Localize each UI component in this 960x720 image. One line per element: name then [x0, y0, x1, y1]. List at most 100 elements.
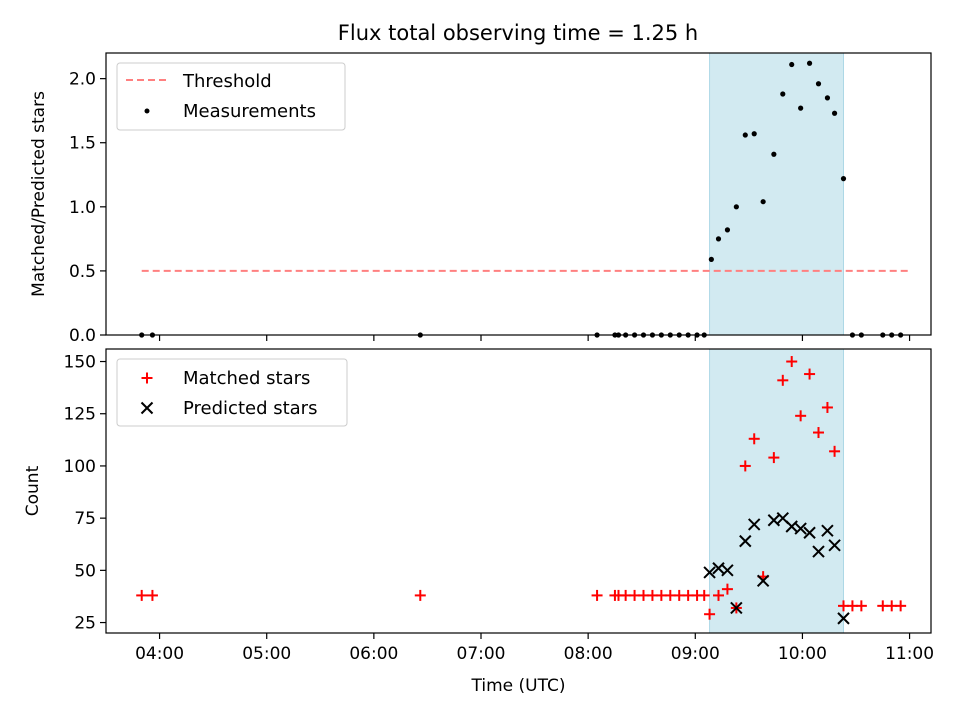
ratio-panel: 0.00.51.01.52.0 Matched/Predicted stars … — [29, 52, 932, 346]
cross-stroke — [785, 520, 798, 533]
matched-star-point — [136, 589, 148, 601]
predicted-star-point — [739, 534, 752, 548]
highlight-span — [709, 53, 844, 335]
predicted-star-point — [730, 601, 743, 615]
highlight-span — [709, 349, 844, 633]
predicted-star-point — [812, 545, 825, 558]
x-tick-label: 04:00 — [135, 644, 184, 664]
cross-stroke — [712, 562, 725, 575]
matched-star-point — [777, 374, 789, 386]
cross-stroke — [756, 574, 770, 588]
ratio-y-ticks: 0.0 0.5 1.0 1.5 2.0 — [69, 70, 106, 346]
measurement-point — [840, 176, 847, 182]
matched-star-point — [813, 427, 824, 439]
y-tick-label: 50 — [74, 561, 96, 581]
predicted-star-point — [828, 539, 841, 552]
matched-star-point — [855, 600, 867, 612]
x-tick-label: 06:00 — [349, 644, 398, 664]
x-tick-label: 10:00 — [778, 644, 827, 664]
matched-star-point — [748, 433, 760, 445]
measurement-point — [715, 236, 722, 242]
ratio-legend: Threshold Measurements — [116, 62, 346, 131]
highlight-span-fill — [709, 53, 844, 335]
measurement-point — [780, 91, 786, 97]
y-tick-label: 150 — [64, 353, 96, 373]
cross-stroke — [776, 511, 789, 525]
cross-stroke — [767, 514, 781, 527]
legend-measurement-swatch — [144, 108, 150, 114]
predicted-star-point — [756, 574, 770, 588]
legend-cross-mark — [140, 401, 154, 415]
predicted-star-point — [748, 518, 761, 531]
matched-star-point — [895, 600, 907, 612]
measurement-point — [760, 199, 766, 205]
cross-stroke — [748, 518, 761, 531]
x-tick-label: 08:00 — [564, 644, 613, 664]
legend-plus-mark — [141, 372, 153, 384]
measurement-point — [708, 256, 714, 262]
measurement-point — [831, 110, 838, 116]
legend-matched-swatch — [141, 372, 153, 384]
x-tick-label: 05:00 — [242, 644, 291, 664]
x-tick-label: 09:00 — [671, 644, 720, 664]
cross-stroke — [739, 534, 752, 548]
ratio-legend-box — [116, 62, 346, 131]
predicted-star-point — [803, 526, 816, 539]
legend-measurements-label: Measurements — [183, 101, 316, 122]
cross-stroke — [794, 522, 807, 535]
matched-star-point — [795, 410, 807, 422]
cross-stroke — [703, 566, 716, 579]
y-tick-label: 0.5 — [69, 262, 96, 282]
time-x-ticks: 04:00 05:00 06:00 07:00 08:00 09:00 10:00 11:00 — [135, 633, 934, 664]
matched-star-point — [768, 452, 780, 464]
matched-star-point — [704, 608, 716, 620]
y-tick-label: 2.0 — [69, 70, 96, 90]
count-y-axis-label: Count — [23, 465, 43, 516]
predicted-star-point — [703, 566, 716, 579]
cross-stroke — [828, 539, 841, 552]
y-tick-label: 100 — [64, 457, 96, 477]
ratio-x-ticks — [158, 335, 911, 341]
legend-predicted-label: Predicted stars — [183, 398, 317, 419]
legend-threshold-label: Threshold — [182, 71, 272, 92]
predicted-star-point — [821, 524, 834, 537]
y-tick-label: 25 — [74, 614, 96, 634]
predicted-star-point — [785, 520, 798, 533]
ratio-y-axis-label: Matched/Predicted stars — [29, 91, 49, 297]
matched-star-point — [786, 356, 798, 368]
count-legend: Matched stars Predicted stars — [116, 358, 348, 427]
matched-star-point — [591, 589, 603, 601]
measurement-point — [815, 81, 822, 87]
matched-star-point — [739, 460, 751, 472]
measurement-point — [771, 151, 777, 157]
cross-stroke — [730, 601, 743, 615]
matched-star-point — [829, 445, 841, 457]
cross-stroke — [721, 564, 734, 577]
matched-star-point — [821, 401, 833, 413]
y-tick-label: 125 — [64, 405, 96, 425]
matched-star-points — [136, 356, 907, 620]
cross-stroke — [803, 526, 816, 539]
measurement-point — [724, 227, 731, 233]
count-legend-box — [116, 358, 348, 427]
measurement-point — [742, 132, 748, 138]
matched-star-point — [698, 589, 710, 601]
legend-matched-label: Matched stars — [183, 368, 310, 389]
count-panel-frame — [105, 348, 932, 634]
figure-title: Flux total observing time = 1.25 h — [338, 21, 698, 45]
legend-predicted-swatch — [140, 401, 154, 415]
x-tick-label: 07:00 — [457, 644, 506, 664]
measurement-point — [751, 131, 757, 137]
predicted-star-point — [794, 522, 807, 535]
measurement-point — [733, 204, 739, 210]
predicted-star-point — [721, 564, 734, 577]
predicted-star-point — [767, 514, 781, 527]
predicted-star-point — [712, 562, 725, 575]
cross-stroke — [821, 524, 834, 537]
x-tick-label: 11:00 — [885, 644, 934, 664]
predicted-star-points — [703, 511, 850, 625]
y-tick-label: 75 — [74, 509, 96, 529]
matched-star-point — [713, 589, 724, 601]
measurement-point — [824, 95, 831, 101]
